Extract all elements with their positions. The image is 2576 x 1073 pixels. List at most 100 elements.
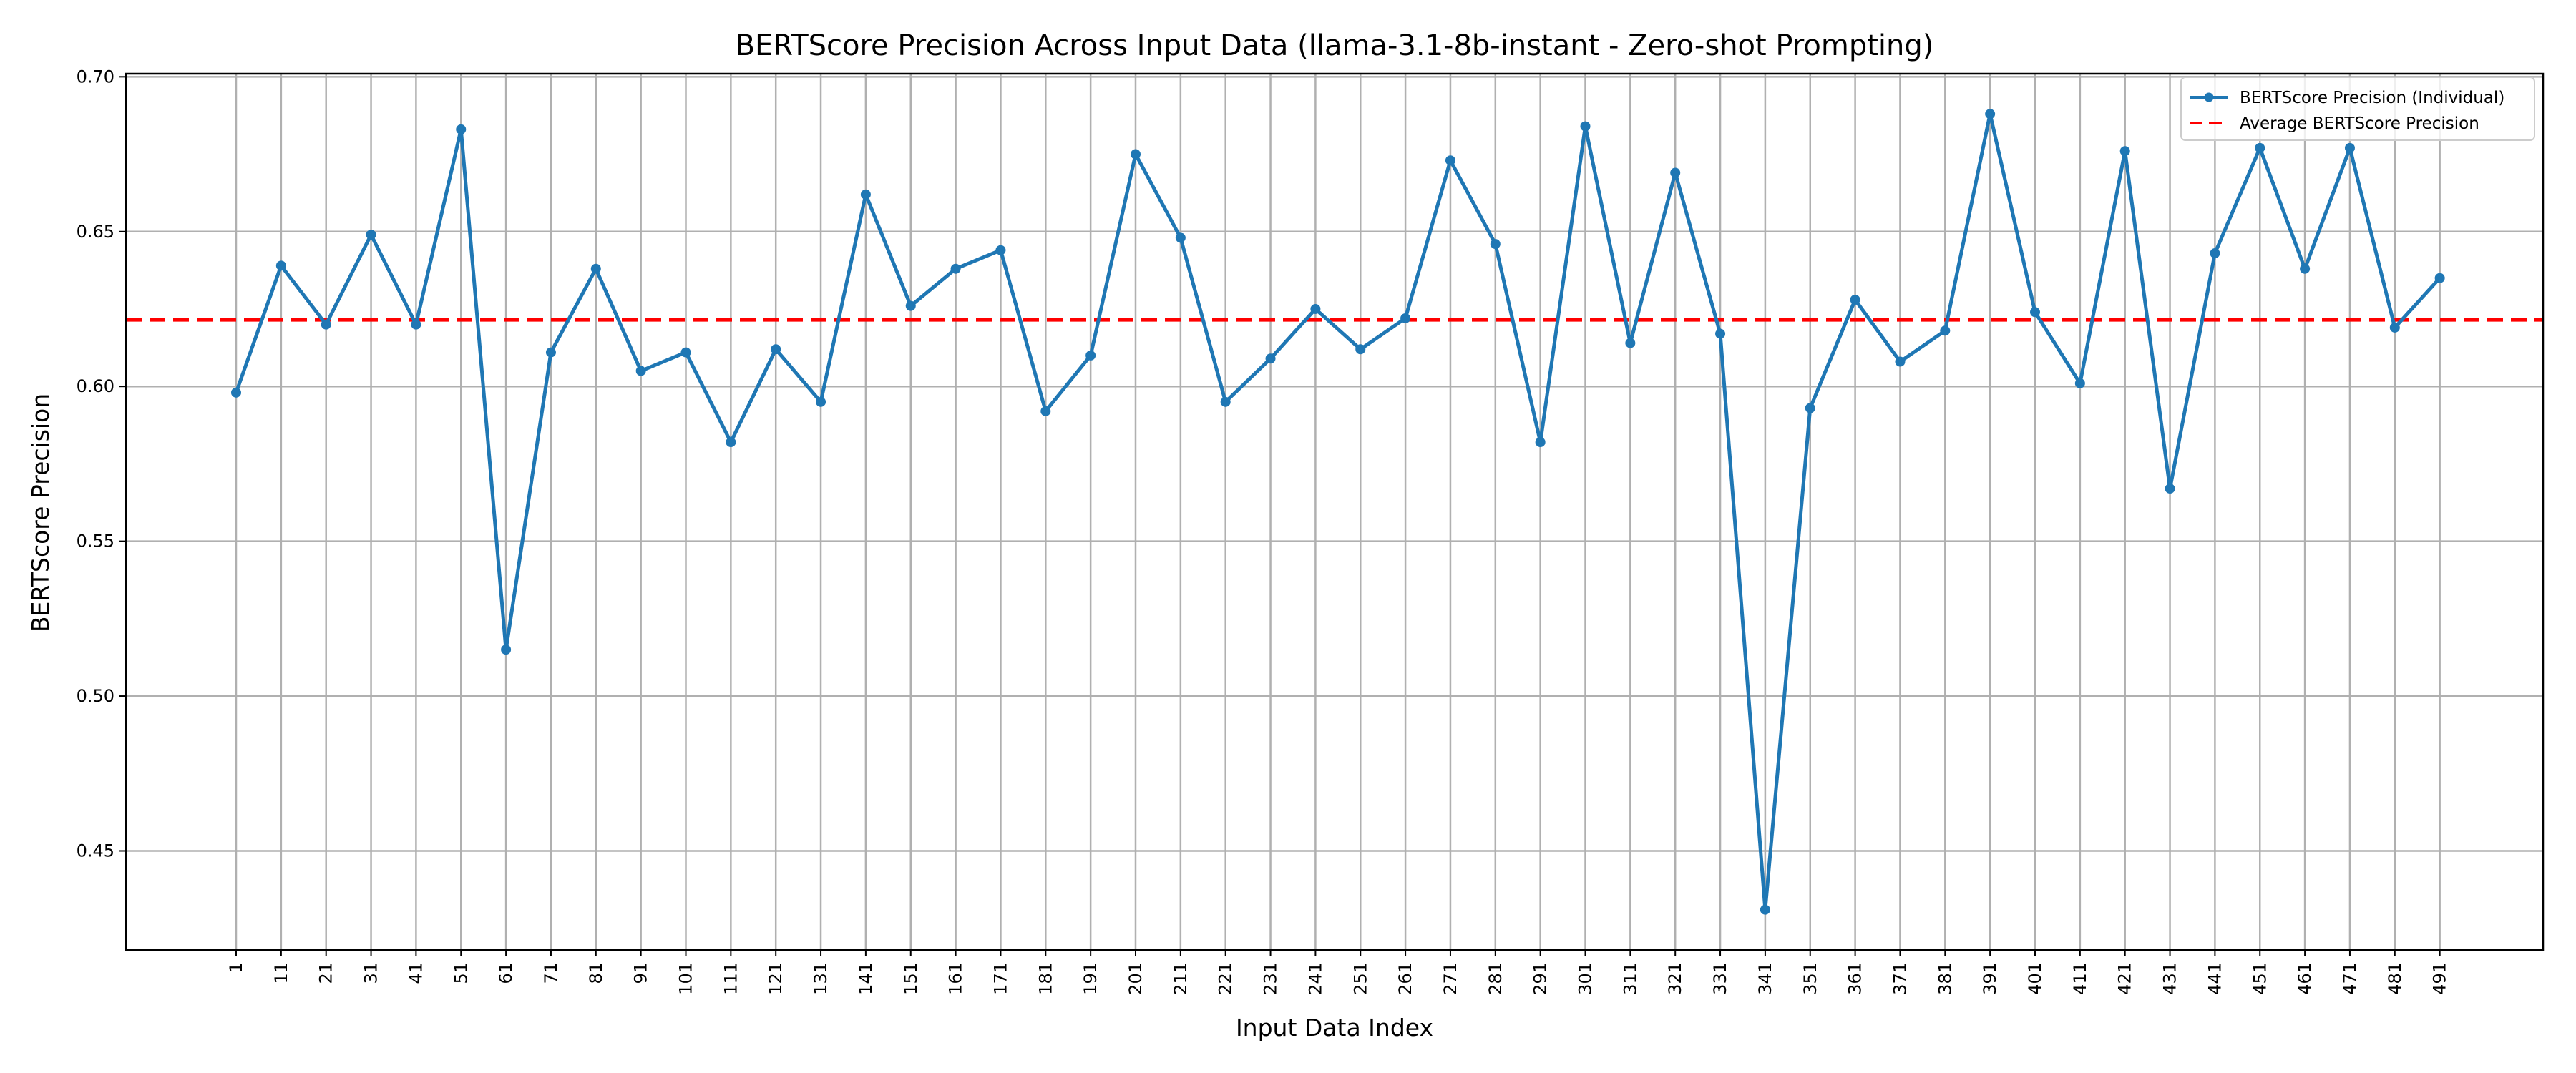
- x-tick-label: 111: [721, 962, 741, 995]
- data-point: [1535, 437, 1546, 448]
- y-tick-label: 0.65: [77, 222, 114, 242]
- legend-series-marker: [2204, 92, 2214, 102]
- data-point: [1715, 328, 1726, 339]
- data-point: [1310, 303, 1321, 314]
- x-tick-label: 161: [946, 962, 966, 995]
- x-tick-label: 11: [271, 962, 291, 984]
- x-tick-label: 241: [1305, 962, 1325, 995]
- x-tick-label: 471: [2340, 962, 2360, 995]
- data-point: [1445, 155, 1455, 166]
- data-point: [771, 344, 781, 355]
- data-point: [2255, 142, 2265, 153]
- legend-average-label: Average BERTScore Precision: [2240, 114, 2479, 133]
- x-tick-label: 431: [2160, 962, 2180, 995]
- data-point: [1175, 232, 1186, 243]
- y-tick-label: 0.55: [77, 531, 114, 552]
- ticks: 1 11 21 31 41 51 61 71 81 91 101 111 121 131 141 151 161…: [77, 67, 2450, 994]
- x-tick-label: 441: [2205, 962, 2225, 995]
- data-point: [1400, 313, 1411, 323]
- data-point: [1085, 350, 1096, 361]
- data-point: [1850, 294, 1860, 305]
- y-tick-label: 0.45: [77, 841, 114, 861]
- y-tick-label: 0.50: [77, 686, 114, 706]
- x-tick-label: 231: [1261, 962, 1281, 995]
- x-tick-label: 371: [1890, 962, 1910, 995]
- data-point: [2389, 322, 2400, 333]
- legend-series-label: BERTScore Precision (Individual): [2240, 89, 2504, 107]
- x-tick-label: 391: [1980, 962, 2000, 995]
- y-tick-label: 0.70: [77, 67, 114, 87]
- x-tick-label: 141: [856, 962, 876, 995]
- x-tick-label: 311: [1620, 962, 1640, 995]
- data-point: [1580, 121, 1591, 132]
- data-point: [635, 366, 646, 376]
- data-point: [1625, 338, 1636, 348]
- data-point: [231, 387, 241, 398]
- x-tick-label: 281: [1485, 962, 1506, 995]
- data-point: [726, 437, 736, 448]
- data-point: [860, 189, 871, 200]
- x-tick-label: 101: [676, 962, 696, 995]
- data-point: [2344, 142, 2355, 153]
- x-tick-label: 451: [2250, 962, 2270, 995]
- data-point: [411, 319, 421, 330]
- data-point: [321, 319, 331, 330]
- x-tick-label: 351: [1800, 962, 1820, 995]
- legend-box: [2180, 77, 2535, 141]
- x-tick-label: 341: [1755, 962, 1775, 995]
- data-point: [501, 645, 512, 655]
- series-line: [234, 112, 2441, 912]
- data-point: [1940, 325, 1951, 336]
- data-point: [1220, 396, 1231, 407]
- x-tick-label: 171: [990, 962, 1010, 995]
- data-point: [2074, 378, 2085, 388]
- data-point: [1895, 356, 1906, 367]
- data-point: [590, 263, 601, 274]
- x-tick-label: 61: [496, 962, 516, 984]
- x-tick-label: 251: [1350, 962, 1370, 995]
- data-point: [1985, 109, 1996, 119]
- data-point: [995, 245, 1006, 255]
- x-tick-label: 291: [1531, 962, 1551, 995]
- data-point: [680, 347, 691, 358]
- y-tick-label: 0.60: [77, 376, 114, 396]
- data-point: [1265, 353, 1276, 364]
- grid: [126, 74, 2543, 950]
- x-tick-label: 331: [1710, 962, 1730, 995]
- x-tick-label: 271: [1440, 962, 1460, 995]
- data-point: [2119, 146, 2130, 157]
- x-tick-label: 221: [1216, 962, 1236, 995]
- data-point: [1490, 239, 1501, 250]
- x-tick-label: 1: [226, 962, 246, 973]
- x-tick-label: 301: [1576, 962, 1596, 995]
- data-point: [366, 230, 376, 240]
- data-point: [905, 300, 916, 311]
- data-point: [2165, 484, 2175, 494]
- x-tick-label: 361: [1845, 962, 1865, 995]
- x-tick-label: 421: [2115, 962, 2135, 995]
- data-point: [1670, 167, 1681, 178]
- x-tick-label: 261: [1395, 962, 1415, 995]
- data-point: [545, 347, 556, 358]
- x-tick-label: 401: [2025, 962, 2045, 995]
- x-axis-label: Input Data Index: [1236, 1014, 1433, 1042]
- legend: BERTScore Precision (Individual) Average…: [2180, 77, 2535, 141]
- chart-title: BERTScore Precision Across Input Data (l…: [736, 29, 1934, 62]
- data-point: [1760, 904, 1770, 915]
- data-point: [1131, 149, 1141, 160]
- x-tick-label: 481: [2385, 962, 2405, 995]
- x-tick-label: 41: [406, 962, 426, 984]
- x-tick-label: 461: [2295, 962, 2315, 995]
- x-tick-label: 491: [2430, 962, 2450, 995]
- x-tick-label: 181: [1035, 962, 1055, 995]
- x-tick-label: 131: [811, 962, 831, 995]
- x-tick-label: 81: [586, 962, 606, 984]
- x-tick-label: 381: [1935, 962, 1955, 995]
- plot-frame: [125, 72, 2545, 951]
- x-tick-label: 201: [1126, 962, 1146, 995]
- x-tick-label: 191: [1080, 962, 1101, 995]
- data-point: [1040, 406, 1051, 416]
- x-tick-label: 211: [1171, 962, 1191, 995]
